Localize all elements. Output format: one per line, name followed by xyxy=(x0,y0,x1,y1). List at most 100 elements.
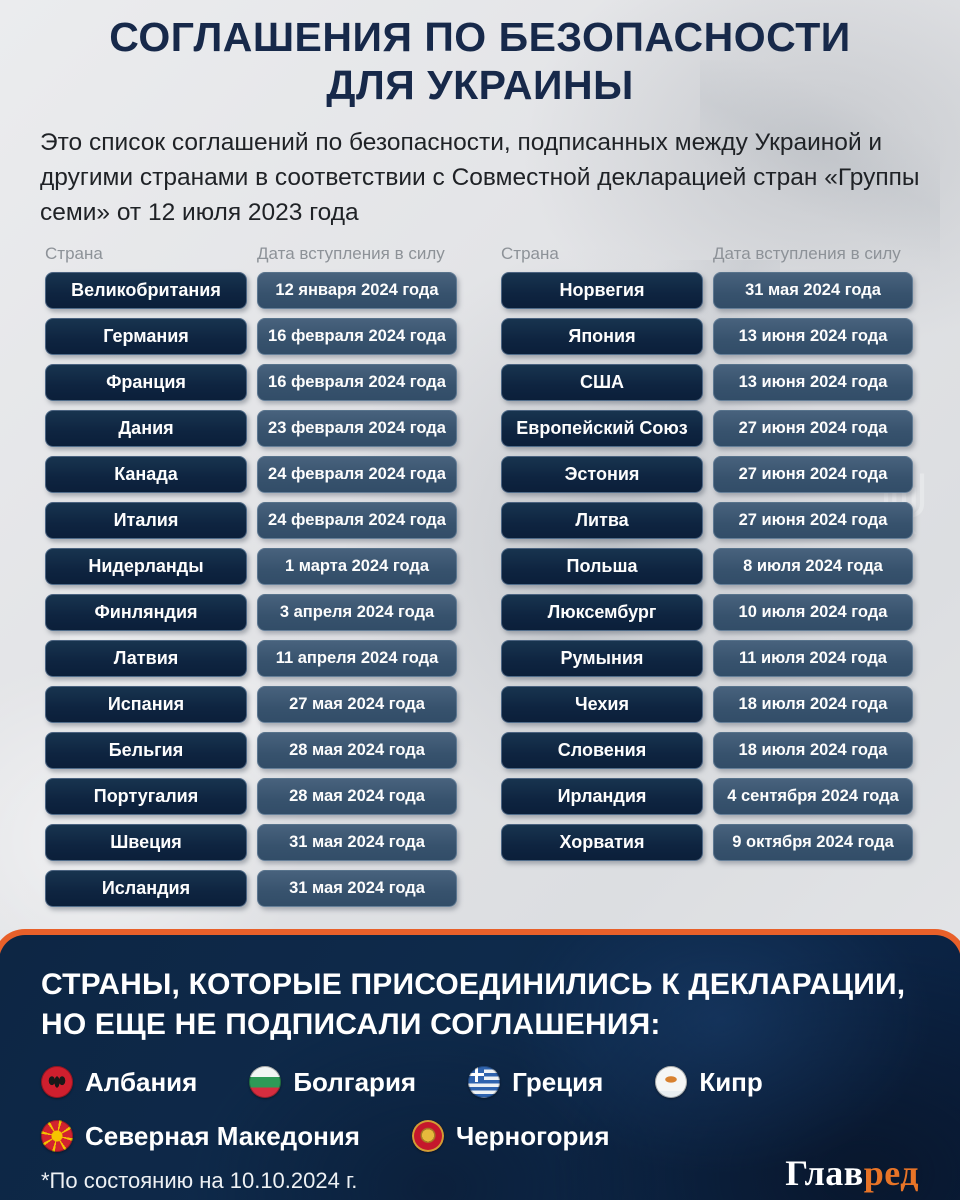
country-pill: Швеция xyxy=(45,824,247,862)
table-row: Бельгия 28 мая 2024 года xyxy=(45,732,457,770)
joined-country-item: Северная Македония xyxy=(41,1120,360,1153)
country-pill: Люксембург xyxy=(501,594,703,632)
logo-part2: ред xyxy=(863,1153,919,1194)
joined-country-name: Северная Македония xyxy=(85,1120,360,1151)
country-pill: Латвия xyxy=(45,640,247,678)
table-row: Великобритания 12 января 2024 года xyxy=(45,272,457,310)
date-pill: 31 мая 2024 года xyxy=(257,824,457,862)
table-row: Европейский Союз 27 июня 2024 года xyxy=(501,410,913,448)
table-row: Франция 16 февраля 2024 года xyxy=(45,364,457,402)
table-row: Норвегия 31 мая 2024 года xyxy=(501,272,913,310)
country-pill: Великобритания xyxy=(45,272,247,310)
country-pill: Испания xyxy=(45,686,247,724)
date-pill: 18 июля 2024 года xyxy=(713,686,913,724)
date-pill: 18 июля 2024 года xyxy=(713,732,913,770)
joined-section-heading: СТРАНЫ, КОТОРЫЕ ПРИСОЕДИНИЛИСЬ К ДЕКЛАРА… xyxy=(41,965,919,1044)
column-headers: Страна Дата вступления в силу xyxy=(45,244,457,264)
page-title-line2: ДЛЯ УКРАИНЫ xyxy=(326,61,634,108)
date-pill: 28 мая 2024 года xyxy=(257,732,457,770)
joined-country-item: Албания xyxy=(41,1066,197,1099)
country-pill: Канада xyxy=(45,456,247,494)
joined-not-signed-section: СТРАНЫ, КОТОРЫЕ ПРИСОЕДИНИЛИСЬ К ДЕКЛАРА… xyxy=(0,929,960,1200)
table-row: Финляндия 3 апреля 2024 года xyxy=(45,594,457,632)
page-title: СОГЛАШЕНИЯ ПО БЕЗОПАСНОСТИ ДЛЯ УКРАИНЫ xyxy=(38,14,922,110)
country-pill: Бельгия xyxy=(45,732,247,770)
page-title-line1: СОГЛАШЕНИЯ ПО БЕЗОПАСНОСТИ xyxy=(109,14,851,60)
date-pill: 31 мая 2024 года xyxy=(257,870,457,908)
country-pill: Франция xyxy=(45,364,247,402)
date-pill: 3 апреля 2024 года xyxy=(257,594,457,632)
table-row: Нидерланды 1 марта 2024 года xyxy=(45,548,457,586)
table-left-column: Страна Дата вступления в силу Великобрит… xyxy=(45,244,457,916)
country-pill: Ирландия xyxy=(501,778,703,816)
date-pill: 4 сентября 2024 года xyxy=(713,778,913,816)
agreements-table: Страна Дата вступления в силу Великобрит… xyxy=(0,230,960,916)
joined-heading-line1: СТРАНЫ, КОТОРЫЕ ПРИСОЕДИНИЛИСЬ К ДЕКЛАРА… xyxy=(41,968,906,1002)
country-pill: Италия xyxy=(45,502,247,540)
date-pill: 13 июня 2024 года xyxy=(713,364,913,402)
date-pill: 11 июля 2024 года xyxy=(713,640,913,678)
country-pill: Словения xyxy=(501,732,703,770)
table-row: Италия 24 февраля 2024 года xyxy=(45,502,457,540)
table-row: Чехия 18 июля 2024 года xyxy=(501,686,913,724)
date-pill: 27 мая 2024 года xyxy=(257,686,457,724)
country-pill: Норвегия xyxy=(501,272,703,310)
country-pill: Исландия xyxy=(45,870,247,908)
country-pill: Хорватия xyxy=(501,824,703,862)
joined-country-name: Греция xyxy=(512,1066,604,1097)
date-pill: 24 февраля 2024 года xyxy=(257,456,457,494)
date-pill: 28 мая 2024 года xyxy=(257,778,457,816)
date-column-header: Дата вступления в силу xyxy=(713,244,901,264)
table-row: Германия 16 февраля 2024 года xyxy=(45,318,457,356)
country-pill: Нидерланды xyxy=(45,548,247,586)
date-pill: 10 июля 2024 года xyxy=(713,594,913,632)
date-pill: 31 мая 2024 года xyxy=(713,272,913,310)
country-column-header: Страна xyxy=(501,244,559,264)
table-row: Ирландия 4 сентября 2024 года xyxy=(501,778,913,816)
country-pill: Европейский Союз xyxy=(501,410,703,448)
date-pill: 9 октября 2024 года xyxy=(713,824,913,862)
table-row: Люксембург 10 июля 2024 года xyxy=(501,594,913,632)
as-of-date-note: *По состоянию на 10.10.2024 г. xyxy=(41,1168,358,1194)
joined-country-name: Болгария xyxy=(293,1066,417,1097)
date-pill: 8 июля 2024 года xyxy=(713,548,913,586)
joined-country-item: Греция xyxy=(468,1066,604,1099)
date-pill: 13 июня 2024 года xyxy=(713,318,913,356)
montenegro-flag-icon xyxy=(411,1120,444,1153)
date-pill: 16 февраля 2024 года xyxy=(257,364,457,402)
table-row: Япония 13 июня 2024 года xyxy=(501,318,913,356)
country-pill: Румыния xyxy=(501,640,703,678)
footer: *По состоянию на 10.10.2024 г. Главред xyxy=(41,1152,919,1200)
joined-country-item: Черногория xyxy=(411,1120,610,1153)
country-pill: Германия xyxy=(45,318,247,356)
table-row: Канада 24 февраля 2024 года xyxy=(45,456,457,494)
table-row: Словения 18 июля 2024 года xyxy=(501,732,913,770)
date-pill: 27 июня 2024 года xyxy=(713,410,913,448)
bulgaria-flag-icon xyxy=(249,1066,282,1099)
header: СОГЛАШЕНИЯ ПО БЕЗОПАСНОСТИ ДЛЯ УКРАИНЫ Э… xyxy=(0,0,960,230)
table-right-column: Страна Дата вступления в силу Норвегия 3… xyxy=(501,244,913,916)
table-row: Исландия 31 мая 2024 года xyxy=(45,870,457,908)
glavred-logo: Главред xyxy=(785,1152,919,1194)
page-subtitle: Это список соглашений по безопасности, п… xyxy=(40,128,920,226)
joined-country-item: Болгария xyxy=(249,1066,417,1099)
date-pill: 27 июня 2024 года xyxy=(713,456,913,494)
north-macedonia-flag-icon xyxy=(41,1120,73,1153)
logo-part1: Глав xyxy=(785,1153,864,1194)
date-pill: 16 февраля 2024 года xyxy=(257,318,457,356)
date-pill: 11 апреля 2024 года xyxy=(257,640,457,678)
country-pill: США xyxy=(501,364,703,402)
table-row: Хорватия 9 октября 2024 года xyxy=(501,824,913,862)
country-pill: Эстония xyxy=(501,456,703,494)
table-row: Дания 23 февраля 2024 года xyxy=(45,410,457,448)
table-row: Латвия 11 апреля 2024 года xyxy=(45,640,457,678)
joined-countries-list: Албания Болгария Греция Кипр xyxy=(41,1066,801,1153)
country-pill: Чехия xyxy=(501,686,703,724)
albania-flag-icon xyxy=(41,1066,73,1099)
column-headers: Страна Дата вступления в силу xyxy=(501,244,913,264)
table-row: Португалия 28 мая 2024 года xyxy=(45,778,457,816)
date-pill: 24 февраля 2024 года xyxy=(257,502,457,540)
greece-flag-icon xyxy=(468,1066,501,1099)
country-column-header: Страна xyxy=(45,244,103,264)
joined-country-name: Черногория xyxy=(455,1120,610,1151)
